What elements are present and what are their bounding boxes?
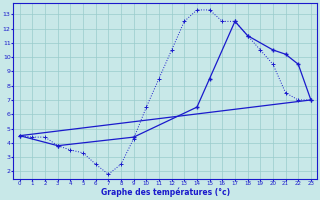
X-axis label: Graphe des températures (°c): Graphe des températures (°c) bbox=[101, 188, 230, 197]
